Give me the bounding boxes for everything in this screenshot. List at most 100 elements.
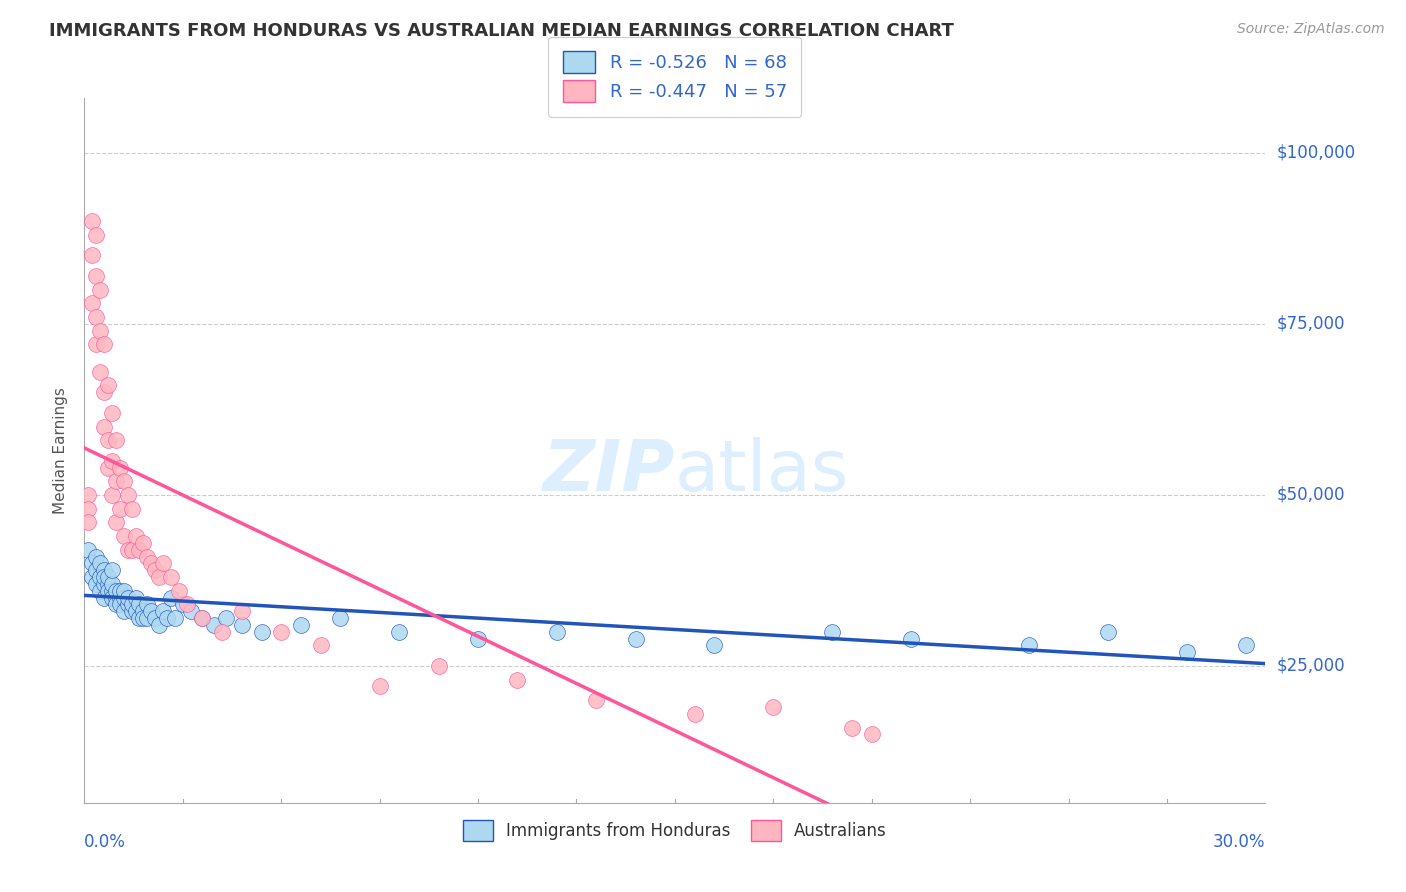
Point xyxy=(309,639,332,653)
Point xyxy=(104,598,127,612)
Point xyxy=(160,570,183,584)
Point xyxy=(108,583,131,598)
Point xyxy=(388,624,411,639)
Point xyxy=(900,632,922,646)
Point xyxy=(101,406,124,420)
Point xyxy=(841,721,863,735)
Point xyxy=(148,618,170,632)
Point xyxy=(77,488,100,502)
Point xyxy=(101,454,124,468)
Point xyxy=(82,296,104,310)
Point xyxy=(84,577,107,591)
Point xyxy=(93,591,115,605)
Point xyxy=(93,337,115,351)
Point xyxy=(136,611,159,625)
Text: Source: ZipAtlas.com: Source: ZipAtlas.com xyxy=(1237,22,1385,37)
Point xyxy=(82,248,104,262)
Point xyxy=(77,516,100,530)
Point xyxy=(82,570,104,584)
Point xyxy=(97,583,120,598)
Point xyxy=(821,624,844,639)
Text: $100,000: $100,000 xyxy=(1277,144,1355,161)
Point xyxy=(101,591,124,605)
Point xyxy=(156,611,179,625)
Legend: Immigrants from Honduras, Australians: Immigrants from Honduras, Australians xyxy=(457,814,893,847)
Point xyxy=(101,577,124,591)
Point xyxy=(117,542,139,557)
Point xyxy=(93,385,115,400)
Point xyxy=(112,591,135,605)
Point xyxy=(506,673,529,687)
Point xyxy=(427,659,450,673)
Point xyxy=(585,693,607,707)
Point xyxy=(93,419,115,434)
Point xyxy=(84,227,107,242)
Point xyxy=(84,563,107,577)
Point xyxy=(101,488,124,502)
Point xyxy=(121,501,143,516)
Text: $50,000: $50,000 xyxy=(1277,486,1346,504)
Point xyxy=(84,549,107,564)
Point xyxy=(467,632,489,646)
Point xyxy=(93,570,115,584)
Point xyxy=(108,501,131,516)
Point xyxy=(104,591,127,605)
Point xyxy=(84,337,107,351)
Point xyxy=(89,324,111,338)
Point xyxy=(84,268,107,283)
Point xyxy=(703,639,725,653)
Point xyxy=(152,604,174,618)
Y-axis label: Median Earnings: Median Earnings xyxy=(53,387,69,514)
Text: ZIP: ZIP xyxy=(543,437,675,506)
Point xyxy=(117,591,139,605)
Point xyxy=(128,598,150,612)
Point xyxy=(860,727,883,741)
Point xyxy=(1175,645,1198,659)
Point xyxy=(624,632,647,646)
Point xyxy=(231,618,253,632)
Point xyxy=(167,583,190,598)
Point xyxy=(546,624,568,639)
Point xyxy=(270,624,292,639)
Point xyxy=(89,283,111,297)
Point xyxy=(231,604,253,618)
Point xyxy=(84,310,107,324)
Point xyxy=(101,563,124,577)
Point xyxy=(97,460,120,475)
Point xyxy=(108,591,131,605)
Point xyxy=(124,591,146,605)
Point xyxy=(136,598,159,612)
Point xyxy=(112,604,135,618)
Point xyxy=(762,700,785,714)
Point xyxy=(1018,639,1040,653)
Point xyxy=(97,577,120,591)
Text: 30.0%: 30.0% xyxy=(1213,833,1265,851)
Point xyxy=(368,680,391,694)
Point xyxy=(104,583,127,598)
Point xyxy=(141,604,163,618)
Point xyxy=(683,706,706,721)
Point xyxy=(77,542,100,557)
Point xyxy=(132,536,155,550)
Point xyxy=(89,365,111,379)
Point xyxy=(132,604,155,618)
Point xyxy=(211,624,233,639)
Point xyxy=(172,598,194,612)
Point xyxy=(121,598,143,612)
Point xyxy=(191,611,214,625)
Point xyxy=(250,624,273,639)
Point xyxy=(160,591,183,605)
Point xyxy=(112,529,135,543)
Text: $25,000: $25,000 xyxy=(1277,657,1346,675)
Point xyxy=(141,557,163,571)
Point xyxy=(108,460,131,475)
Text: 0.0%: 0.0% xyxy=(84,833,127,851)
Point xyxy=(82,557,104,571)
Text: $75,000: $75,000 xyxy=(1277,315,1346,333)
Point xyxy=(152,557,174,571)
Point xyxy=(132,611,155,625)
Point xyxy=(143,563,166,577)
Point xyxy=(148,570,170,584)
Point xyxy=(117,598,139,612)
Point xyxy=(176,598,198,612)
